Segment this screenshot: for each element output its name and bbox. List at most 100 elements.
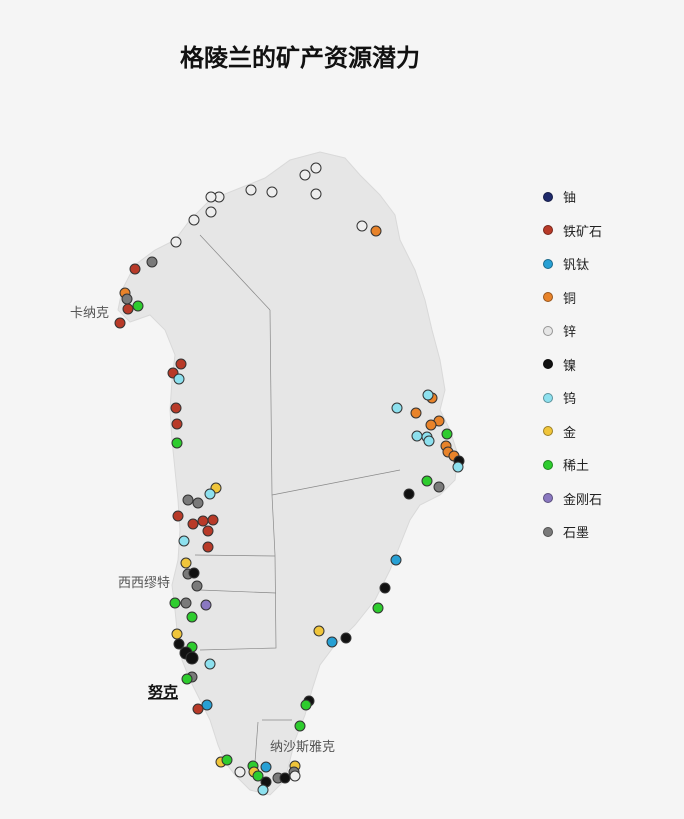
iron-deposit (207, 514, 219, 526)
legend-label: 铁矿石 (563, 224, 603, 240)
iron-deposit (197, 515, 209, 527)
legend-item-copper: 铜 (543, 281, 602, 315)
rare-earth-deposit (300, 699, 312, 711)
legend: 铀铁矿石钒钛铜锌镍钨金稀土 金刚石石墨 (543, 180, 602, 549)
nickel-deposit (403, 488, 415, 500)
zinc-deposit (205, 206, 217, 218)
legend-dot-icon (543, 292, 553, 303)
nickel-deposit (379, 582, 391, 594)
rare-earth-deposit (181, 673, 193, 685)
graphite-deposit (182, 494, 194, 506)
place-label-kanak: 卡纳克 (70, 306, 109, 321)
gold-deposit (313, 625, 325, 637)
legend-dot-icon (543, 258, 553, 269)
nickel-deposit (279, 772, 291, 784)
zinc-deposit (310, 188, 322, 200)
copper-deposit (370, 225, 382, 237)
zinc-deposit (170, 236, 182, 248)
rare-earth-deposit (441, 428, 453, 440)
legend-item-rare_earth: 稀土 (543, 448, 602, 482)
place-label-nuuk: 努克 (148, 683, 178, 701)
tungsten-deposit (204, 488, 216, 500)
legend-item-diamond: 金刚石 (543, 482, 602, 516)
iron-deposit (202, 525, 214, 537)
vanadium-deposit (390, 554, 402, 566)
legend-dot-icon (543, 191, 553, 202)
legend-item-tungsten: 钨 (543, 381, 602, 415)
legend-label: 石墨 (563, 526, 590, 542)
legend-label: 锌 (563, 325, 577, 341)
greenland-landmass (117, 151, 459, 796)
rare-earth-deposit (252, 770, 264, 782)
zinc-deposit (356, 220, 368, 232)
rare-earth-deposit (421, 475, 433, 487)
copper-deposit (425, 419, 437, 431)
graphite-deposit (146, 256, 158, 268)
rare-earth-deposit (169, 597, 181, 609)
legend-item-uranium: 铀 (543, 180, 602, 214)
tungsten-deposit (452, 461, 464, 473)
diamond-deposit (200, 599, 212, 611)
legend-dot-icon (543, 392, 553, 403)
legend-dot-icon (543, 459, 553, 470)
iron-deposit (172, 510, 184, 522)
iron-deposit (114, 317, 126, 329)
rare-earth-deposit (171, 437, 183, 449)
graphite-deposit (121, 293, 133, 305)
zinc-deposit (289, 770, 301, 782)
iron-deposit (175, 358, 187, 370)
zinc-deposit (310, 162, 322, 174)
rare-earth-deposit (186, 611, 198, 623)
rare-earth-deposit (132, 300, 144, 312)
iron-deposit (171, 418, 183, 430)
nickel-deposit (340, 632, 352, 644)
zinc-deposit (188, 214, 200, 226)
tungsten-deposit (173, 373, 185, 385)
iron-deposit (187, 518, 199, 530)
legend-label: 钒钛 (563, 258, 590, 274)
gold-deposit (171, 628, 183, 640)
rare-earth-deposit (372, 602, 384, 614)
tungsten-deposit (257, 784, 269, 796)
legend-label: 金 (563, 425, 577, 441)
nickel-deposit (185, 651, 199, 665)
zinc-deposit (299, 169, 311, 181)
vanadium-deposit (260, 761, 272, 773)
vanadium-deposit (326, 636, 338, 648)
tungsten-deposit (391, 402, 403, 414)
rare-earth-deposit (294, 720, 306, 732)
graphite-deposit (433, 481, 445, 493)
iron-deposit (122, 303, 134, 315)
graphite-deposit (180, 597, 192, 609)
place-label-sisimiut: 西西缪特 (118, 575, 170, 591)
legend-dot-icon (543, 225, 553, 236)
zinc-deposit (245, 184, 257, 196)
nickel-deposit (173, 638, 185, 650)
vanadium-deposit (201, 699, 213, 711)
place-label-narsaq: 纳沙斯雅克 (270, 740, 335, 755)
iron-deposit (170, 402, 182, 414)
iron-deposit (129, 263, 141, 275)
legend-dot-icon (543, 493, 553, 504)
legend-dot-icon (543, 359, 553, 370)
tungsten-deposit (178, 535, 190, 547)
legend-dot-icon (543, 526, 553, 537)
legend-item-nickel: 镍 (543, 348, 602, 382)
legend-dot-icon (543, 325, 553, 336)
copper-deposit (410, 407, 422, 419)
map-title: 格陵兰的矿产资源潜力 (180, 43, 420, 72)
iron-deposit (202, 541, 214, 553)
legend-item-iron: 铁矿石 (543, 214, 602, 248)
gold-deposit (180, 557, 192, 569)
legend-label: 镍 (563, 358, 577, 374)
graphite-deposit (191, 580, 203, 592)
legend-item-gold: 金 (543, 415, 602, 449)
legend-label: 铜 (563, 291, 577, 307)
nickel-deposit (188, 567, 200, 579)
tungsten-deposit (422, 389, 434, 401)
zinc-deposit (205, 191, 217, 203)
legend-item-vanadium: 钒钛 (543, 247, 602, 281)
legend-item-zinc: 锌 (543, 314, 602, 348)
zinc-deposit (266, 186, 278, 198)
